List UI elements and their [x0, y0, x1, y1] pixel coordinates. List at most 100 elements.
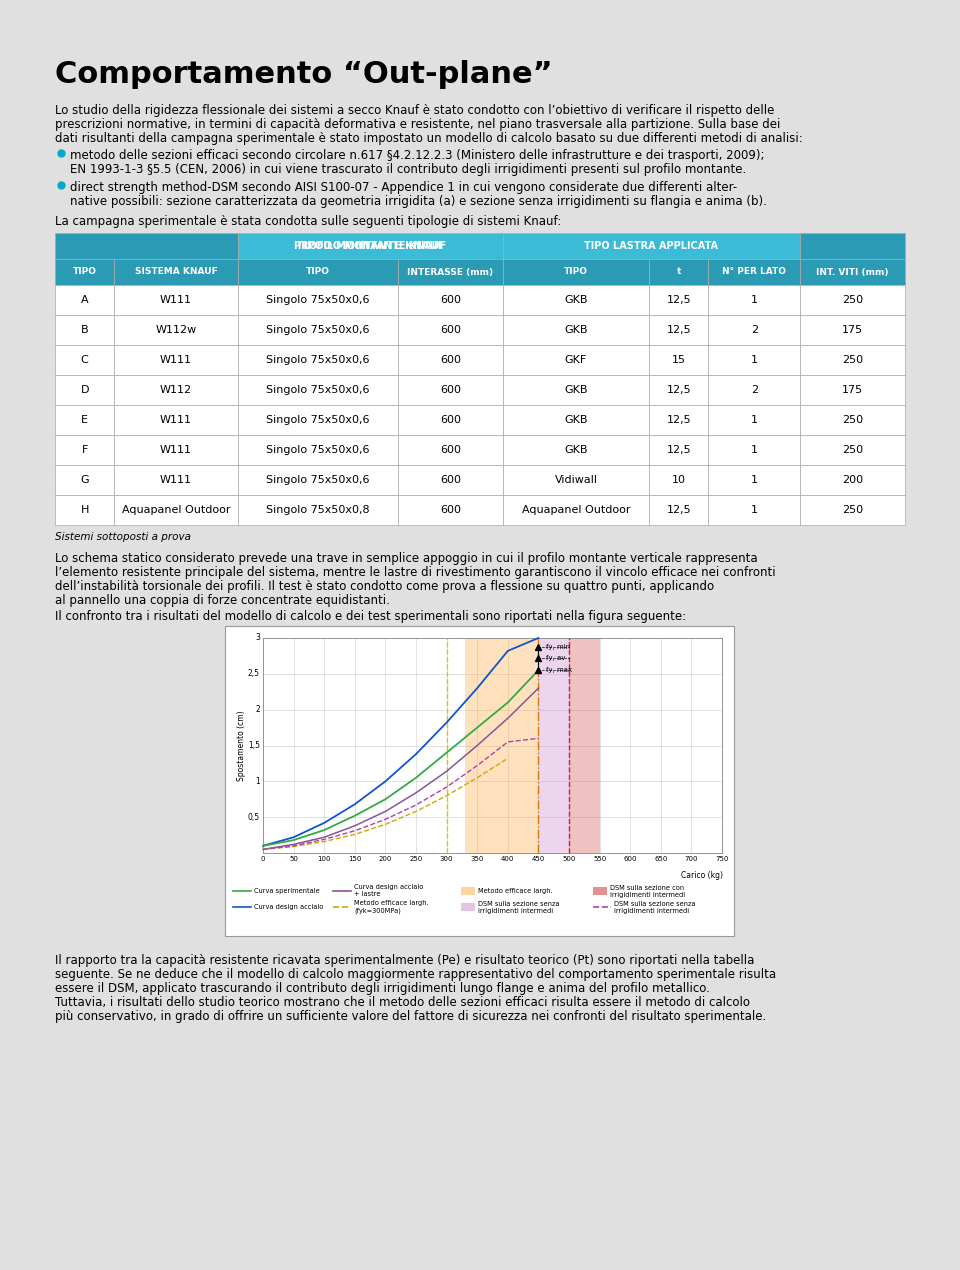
Text: Singolo 75x50x0,6: Singolo 75x50x0,6 [266, 325, 370, 335]
Bar [114, 315, 238, 345]
Bar [114, 375, 238, 405]
Text: W111: W111 [160, 475, 192, 485]
Text: 600: 600 [440, 505, 461, 516]
Text: dati risultanti della campagna sperimentale è stato impostato un modello di calc: dati risultanti della campagna speriment… [55, 132, 803, 145]
Text: 50: 50 [289, 856, 298, 862]
Bar [461, 903, 475, 911]
Bar [800, 284, 905, 315]
Bar [55, 405, 114, 436]
Text: GKB: GKB [564, 325, 588, 335]
Text: 12,5: 12,5 [666, 295, 691, 305]
Text: 1: 1 [255, 777, 260, 786]
Bar [800, 465, 905, 495]
Text: Singolo 75x50x0,6: Singolo 75x50x0,6 [266, 444, 370, 455]
Bar [397, 436, 503, 465]
Text: Il confronto tra i risultati del modello di calcolo e dei test sperimentali sono: Il confronto tra i risultati del modello… [55, 610, 686, 624]
Text: più conservativo, in grado di offrire un sufficiente valore del fattore di sicur: più conservativo, in grado di offrire un… [55, 1010, 766, 1024]
Bar [238, 259, 397, 284]
Text: 1: 1 [751, 356, 757, 364]
Text: 600: 600 [440, 385, 461, 395]
Bar [238, 495, 397, 525]
Text: INTERASSE (mm): INTERASSE (mm) [407, 268, 493, 277]
Bar [649, 405, 708, 436]
Text: Curva sperimentale: Curva sperimentale [254, 888, 320, 894]
Text: 2,5: 2,5 [248, 669, 260, 678]
Bar [708, 284, 800, 315]
Text: 12,5: 12,5 [666, 444, 691, 455]
Text: 15: 15 [672, 356, 685, 364]
Text: Lo studio della rigidezza flessionale dei sistemi a secco Knauf è stato condotto: Lo studio della rigidezza flessionale de… [55, 104, 775, 117]
Text: GKB: GKB [564, 295, 588, 305]
Text: W112: W112 [160, 385, 192, 395]
Text: 600: 600 [440, 475, 461, 485]
Text: essere il DSM, applicato trascurando il contributo degli irrigidimenti lungo fla: essere il DSM, applicato trascurando il … [55, 982, 709, 994]
Bar [55, 375, 114, 405]
Bar [397, 259, 503, 284]
Text: 12,5: 12,5 [666, 325, 691, 335]
Text: Singolo 75x50x0,6: Singolo 75x50x0,6 [266, 415, 370, 425]
Bar [503, 436, 649, 465]
Text: Vidiwall: Vidiwall [555, 475, 597, 485]
Bar [503, 259, 649, 284]
Text: Lo schema statico considerato prevede una trave in semplice appoggio in cui il p: Lo schema statico considerato prevede un… [55, 552, 757, 565]
Bar [55, 284, 114, 315]
Bar [238, 232, 503, 259]
Text: B: B [81, 325, 88, 335]
Text: 3: 3 [255, 634, 260, 643]
Text: W111: W111 [160, 444, 192, 455]
Text: Metodo efficace largh.: Metodo efficace largh. [478, 888, 553, 894]
Text: GKB: GKB [564, 385, 588, 395]
Bar [55, 345, 114, 375]
Text: Carico (kg): Carico (kg) [681, 871, 723, 880]
Text: DSM sulla sezione senza
irrigidimenti intermedi: DSM sulla sezione senza irrigidimenti in… [478, 900, 560, 913]
Text: 250: 250 [842, 415, 863, 425]
Bar [114, 405, 238, 436]
Bar [238, 465, 397, 495]
Text: 1: 1 [751, 505, 757, 516]
Bar [800, 259, 905, 284]
Text: seguente. Se ne deduce che il modello di calcolo maggiormente rappresentativo de: seguente. Se ne deduce che il modello di… [55, 968, 776, 980]
Bar [649, 284, 708, 315]
Text: 2: 2 [751, 385, 757, 395]
Text: DSM sulla sezione senza
irrigidimenti intermedi: DSM sulla sezione senza irrigidimenti in… [614, 900, 696, 913]
Text: 600: 600 [440, 325, 461, 335]
Bar [397, 405, 503, 436]
Text: 1: 1 [751, 444, 757, 455]
Text: Il rapporto tra la capacità resistente ricavata sperimentalmente (Pe) e risultat: Il rapporto tra la capacità resistente r… [55, 954, 755, 966]
Text: metodo delle sezioni efficaci secondo circolare n.617 §4.2.12.2.3 (Ministero del: metodo delle sezioni efficaci secondo ci… [70, 149, 764, 163]
Bar [55, 232, 238, 259]
Text: Curva design acciaio: Curva design acciaio [254, 904, 324, 911]
Text: Metodo efficace largh.
(fyk=300MPa): Metodo efficace largh. (fyk=300MPa) [354, 900, 428, 913]
Text: Comportamento “Out-plane”: Comportamento “Out-plane” [55, 60, 553, 89]
Text: t: t [677, 268, 681, 277]
Bar [114, 259, 238, 284]
Text: H: H [81, 505, 89, 516]
Text: Singolo 75x50x0,6: Singolo 75x50x0,6 [266, 295, 370, 305]
Text: 750: 750 [715, 856, 729, 862]
Bar [800, 315, 905, 345]
Text: fy, max: fy, max [546, 667, 572, 673]
Bar [238, 436, 397, 465]
Text: dell’instabilità torsionale dei profili. Il test è stato condotto come prova a f: dell’instabilità torsionale dei profili.… [55, 580, 714, 593]
Text: Spostamento (cm): Spostamento (cm) [236, 710, 246, 781]
Bar [465, 638, 539, 853]
Text: PROFILO MONTANTE KNAUF: PROFILO MONTANTE KNAUF [294, 241, 446, 251]
Bar [708, 315, 800, 345]
Bar [238, 405, 397, 436]
Text: 1: 1 [751, 415, 757, 425]
Text: INT. VITI (mm): INT. VITI (mm) [816, 268, 889, 277]
Bar [503, 405, 649, 436]
Text: DSM sulla sezione con
irrigidimenti intermedi: DSM sulla sezione con irrigidimenti inte… [610, 884, 685, 898]
Text: fy, min: fy, min [546, 644, 570, 649]
Bar [238, 345, 397, 375]
Text: 550: 550 [593, 856, 606, 862]
Bar [708, 345, 800, 375]
Text: 1,5: 1,5 [248, 740, 260, 751]
Text: W111: W111 [160, 415, 192, 425]
Text: E: E [82, 415, 88, 425]
Bar [238, 284, 397, 315]
Bar [55, 465, 114, 495]
Bar [238, 315, 397, 345]
Text: 1: 1 [751, 295, 757, 305]
Text: Aquapanel Outdoor: Aquapanel Outdoor [521, 505, 630, 516]
